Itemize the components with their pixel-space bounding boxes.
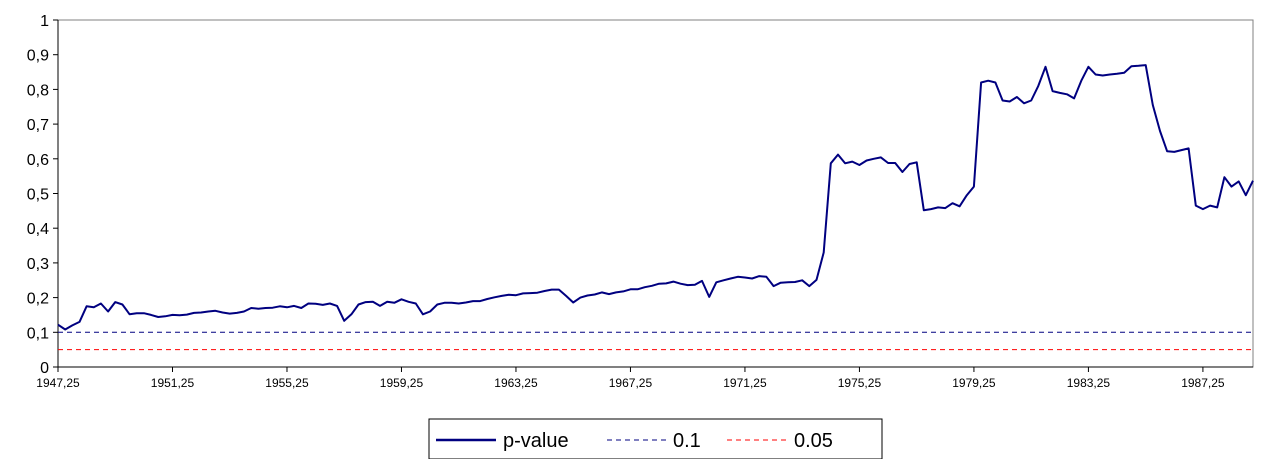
y-tick-label: 0 bbox=[40, 360, 49, 377]
legend-label: 0.1 bbox=[673, 430, 701, 452]
y-tick-label: 0,2 bbox=[27, 291, 49, 308]
x-tick-label: 1963,25 bbox=[494, 376, 538, 390]
y-tick-label: 0,7 bbox=[27, 117, 49, 134]
y-tick-label: 0,9 bbox=[27, 48, 49, 65]
x-tick-label: 1983,25 bbox=[1067, 376, 1111, 390]
plot-area bbox=[57, 19, 1254, 368]
y-tick-label: 0,6 bbox=[27, 152, 49, 169]
y-tick-label: 0,4 bbox=[27, 221, 49, 238]
x-tick-label: 1987,25 bbox=[1181, 376, 1225, 390]
series-line-p-value bbox=[57, 64, 1254, 331]
y-axis: 0 0,1 0,2 0,3 0,4 0,5 0,6 0,7 0,8 0,9 1 bbox=[27, 13, 59, 377]
y-tick-label: 0,5 bbox=[27, 187, 49, 204]
plot-border bbox=[57, 19, 1254, 368]
series-layer bbox=[57, 64, 1254, 351]
y-tick-label: 1 bbox=[40, 13, 49, 30]
x-tick-label: 1967,25 bbox=[609, 376, 653, 390]
y-tick-label: 0,1 bbox=[27, 325, 49, 342]
x-tick-label: 1971,25 bbox=[723, 376, 767, 390]
x-tick-label: 1947,25 bbox=[36, 376, 80, 390]
legend: p-value 0.1 0.05 bbox=[428, 418, 883, 459]
x-tick-label: 1951,25 bbox=[151, 376, 195, 390]
legend-label: p-value bbox=[503, 430, 569, 452]
x-tick-label: 1959,25 bbox=[380, 376, 424, 390]
x-axis: 1947,25 1951,25 1955,25 1959,25 1963,25 1967,… bbox=[36, 366, 1253, 390]
x-tick-label: 1975,25 bbox=[838, 376, 882, 390]
y-tick-label: 0,3 bbox=[27, 256, 49, 273]
legend-box bbox=[428, 418, 883, 459]
x-tick-label: 1979,25 bbox=[952, 376, 996, 390]
x-tick-label: 1955,25 bbox=[265, 376, 309, 390]
y-tick-label: 0,8 bbox=[27, 82, 49, 99]
legend-label: 0.05 bbox=[794, 430, 833, 452]
